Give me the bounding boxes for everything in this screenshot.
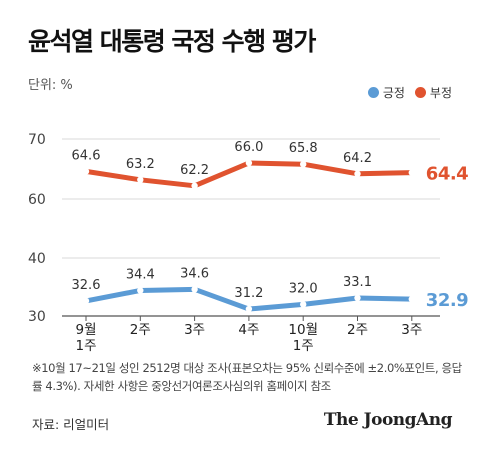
survey-note: ※10월 17~21일 성인 2512명 대상 조사(표본오차는 95% 신뢰수… bbox=[32, 361, 462, 393]
series-0-data-label-6: 32.9 bbox=[426, 290, 468, 311]
legend: 긍정 부정 bbox=[367, 84, 452, 101]
legend-dot-positive bbox=[367, 87, 379, 98]
y-tick-label-70: 70 bbox=[28, 132, 46, 148]
x-tick-label-2-0: 3주 bbox=[184, 322, 205, 338]
y-tick-label-30: 30 bbox=[28, 309, 46, 325]
x-tick-label-4-1: 1주 bbox=[293, 338, 314, 354]
legend-label-negative: 부정 bbox=[429, 86, 452, 100]
x-tick-label-1-0: 2주 bbox=[130, 322, 151, 338]
x-tick-label-3-0: 4주 bbox=[238, 322, 259, 338]
chart-title: 윤석열 대통령 국정 수행 평가 bbox=[28, 27, 316, 56]
x-tick-label-0-1: 1주 bbox=[75, 338, 96, 354]
series-1-point-3 bbox=[245, 159, 253, 167]
series-0-point-4 bbox=[300, 301, 307, 308]
brand-logo: The JoongAng bbox=[323, 410, 453, 430]
x-tick-label-6-0: 3주 bbox=[401, 322, 422, 338]
series-1-point-2 bbox=[191, 182, 198, 189]
series-0-data-label-4: 32.0 bbox=[289, 281, 318, 296]
series-0-data-label-3: 31.2 bbox=[234, 286, 263, 301]
series-0-point-1 bbox=[137, 287, 144, 294]
series-0-data-label-2: 34.6 bbox=[180, 266, 209, 281]
legend-item-negative: 부정 bbox=[414, 84, 452, 101]
series-0-point-2 bbox=[191, 286, 198, 293]
x-tick-label-4-0: 10월 bbox=[288, 322, 318, 338]
series-1-data-label-0: 64.6 bbox=[72, 148, 101, 163]
series-0-data-label-1: 34.4 bbox=[126, 267, 155, 282]
legend-label-positive: 긍정 bbox=[382, 86, 405, 100]
source-label: 자료: 리얼미터 bbox=[32, 417, 110, 432]
series-0-point-3 bbox=[245, 305, 253, 313]
series-0-data-label-0: 32.6 bbox=[72, 278, 101, 293]
x-tick-label-0-0: 9월 bbox=[75, 322, 96, 338]
y-tick-label-40: 40 bbox=[28, 251, 46, 267]
series-1-data-label-2: 62.2 bbox=[180, 163, 209, 178]
x-tick-label-5-0: 2주 bbox=[347, 322, 368, 338]
series-1-data-label-6: 64.4 bbox=[426, 164, 468, 185]
series-1-point-4 bbox=[300, 161, 307, 168]
series-1-point-0 bbox=[82, 168, 90, 175]
series-1-data-label-3: 66.0 bbox=[234, 140, 263, 155]
unit-label: 단위: % bbox=[28, 78, 73, 93]
series-0-point-0 bbox=[82, 297, 90, 305]
legend-item-positive: 긍정 bbox=[367, 84, 405, 101]
series-0-point-6 bbox=[408, 295, 415, 303]
y-tick-label-60: 60 bbox=[28, 192, 46, 208]
legend-dot-negative bbox=[414, 87, 426, 98]
series-1-point-6 bbox=[408, 169, 415, 176]
series-1-point-5 bbox=[354, 170, 361, 177]
series-0-data-label-5: 33.1 bbox=[343, 275, 372, 290]
series-1-data-label-5: 64.2 bbox=[343, 151, 372, 166]
series-1-data-label-1: 63.2 bbox=[126, 157, 155, 172]
series-0-point-5 bbox=[354, 294, 361, 302]
series-1-data-label-4: 65.8 bbox=[289, 141, 318, 156]
series-1-point-1 bbox=[137, 176, 144, 183]
